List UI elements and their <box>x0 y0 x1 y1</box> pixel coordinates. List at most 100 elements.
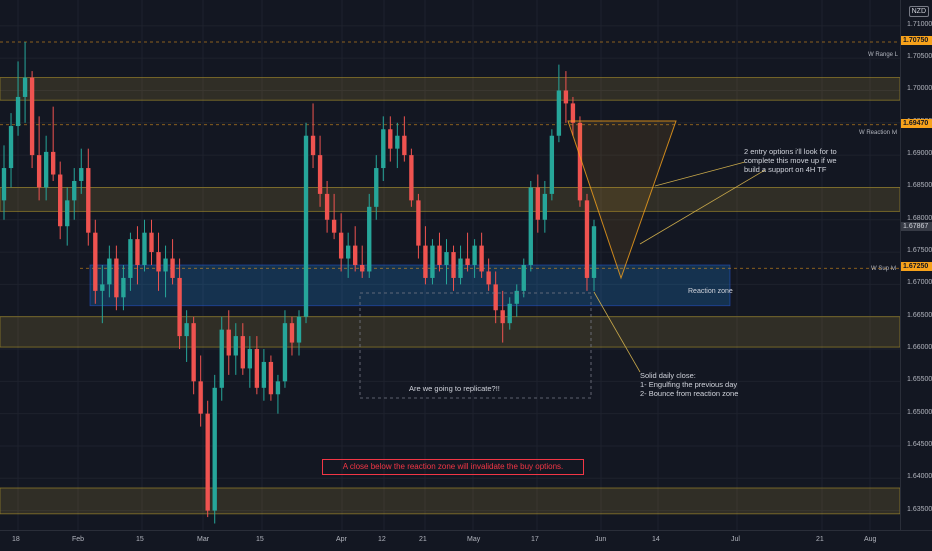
price-marker-label: 1.70750 <box>901 36 932 45</box>
time-tick-label: 21 <box>816 536 824 543</box>
time-tick-label: 14 <box>652 536 660 543</box>
drawings <box>359 120 766 399</box>
candle-body <box>402 135 407 156</box>
entry-note-line-2: complete this move up if we <box>744 156 837 165</box>
time-tick-label: 15 <box>256 536 264 543</box>
entry-arrow-1 <box>654 161 746 187</box>
entry-note-line-3: build a support on 4H TF <box>744 165 827 174</box>
candle-body <box>507 303 512 324</box>
price-tick-label: 1.71000 <box>907 20 932 28</box>
candle-body <box>479 245 484 272</box>
candle-body <box>43 151 49 188</box>
time-axis[interactable]: 18 Feb 15 Mar 15 Apr 12 21 May 17 Jun 14 Jul 21 Aug <box>0 530 932 551</box>
supply-demand-zone <box>0 487 901 515</box>
price-tick-label: 1.66500 <box>907 311 932 319</box>
entry-note-line-1: 2 entry options i'll look for to <box>744 147 837 156</box>
candle-body <box>353 245 358 265</box>
candle-body <box>198 381 203 414</box>
candle-body <box>50 151 56 175</box>
candle-body <box>247 349 253 369</box>
invalidation-warning: A close below the reaction zone will inv… <box>322 459 584 475</box>
candle-body <box>416 200 421 246</box>
candle-body <box>156 252 161 272</box>
replicate-box <box>359 292 592 399</box>
candle-body <box>282 323 288 382</box>
time-tick-label: Aug <box>864 536 877 543</box>
time-tick-label: Feb <box>72 536 85 543</box>
candle-body <box>584 200 590 278</box>
candle-body <box>451 252 456 278</box>
level-name-support: W Sup lvl <box>871 266 897 272</box>
price-tick-label: 1.63500 <box>907 505 932 513</box>
candle-body <box>528 187 533 265</box>
candle-body <box>268 361 274 395</box>
supply-demand-zone <box>0 77 901 101</box>
candle-body <box>409 155 414 201</box>
level-name-reaction: W Reaction lvl <box>859 130 898 136</box>
candle-body <box>121 277 126 298</box>
candle-body <box>493 284 498 311</box>
candle-body <box>345 245 351 259</box>
time-tick-label: Jun <box>595 536 607 543</box>
level-name-range: W Range L <box>868 52 899 58</box>
price-tick-label: 1.68000 <box>907 214 932 222</box>
price-tick-label: 1.64500 <box>907 440 932 448</box>
candle-body <box>58 174 63 227</box>
candle-body <box>381 129 386 169</box>
price-tick-label: 1.65500 <box>907 376 932 384</box>
projection-triangle <box>567 120 677 280</box>
candles <box>1 42 597 524</box>
zones <box>0 77 901 515</box>
candle-body <box>135 239 140 265</box>
candle-body <box>29 77 35 156</box>
candle-body <box>486 271 491 285</box>
time-tick-label: Jul <box>731 536 740 543</box>
candle-body <box>289 323 295 343</box>
candle-body <box>142 232 147 265</box>
price-tick-label: 1.67000 <box>907 279 932 287</box>
price-tick-label: 1.69000 <box>907 150 932 158</box>
candle-body <box>324 193 330 220</box>
candle-body <box>360 265 365 272</box>
price-tick-label: 1.67500 <box>907 247 932 255</box>
time-tick-label: May <box>467 536 481 543</box>
candle-body <box>8 126 14 169</box>
time-tick-label: Mar <box>197 536 210 543</box>
candle-body <box>149 232 154 253</box>
candle-body <box>22 77 28 97</box>
candle-body <box>310 135 316 156</box>
candle-body <box>170 258 175 278</box>
price-tick-label: 1.70500 <box>907 53 932 61</box>
candle-body <box>100 284 105 291</box>
candle-body <box>458 258 463 278</box>
candle-body <box>591 226 597 278</box>
supply-demand-zone <box>0 316 901 348</box>
candle-body <box>500 310 505 324</box>
candle-body <box>331 219 337 233</box>
solid-note-line-2: 1- Engulfing the previous day <box>640 380 738 389</box>
candle-body <box>191 323 196 382</box>
time-tick-label: 17 <box>531 536 539 543</box>
reaction-zone <box>89 264 731 307</box>
currency-tag: NZD <box>908 6 929 17</box>
candle-body <box>261 361 267 388</box>
candle-body <box>114 258 119 298</box>
solid-close-note: Solid daily close: 1- Engulfing the prev… <box>640 371 738 398</box>
entry-note: 2 entry options i'll look for to complet… <box>744 147 837 174</box>
candle-body <box>15 96 21 127</box>
candle-body <box>374 168 379 207</box>
time-tick-label: 21 <box>419 536 427 543</box>
candle-body <box>275 381 281 395</box>
candle-body <box>233 336 238 356</box>
price-tick-label: 1.65000 <box>907 408 932 416</box>
candle-body <box>86 168 91 233</box>
candle-body <box>79 168 84 181</box>
candle-body <box>177 277 182 337</box>
price-axis[interactable]: NZD 1.710001.705001.700001.695001.690001… <box>900 0 932 530</box>
candle-body <box>107 258 112 285</box>
candle-body <box>556 90 562 136</box>
candle-body <box>36 155 42 188</box>
candle-body <box>219 329 224 388</box>
candle-body <box>423 245 428 278</box>
